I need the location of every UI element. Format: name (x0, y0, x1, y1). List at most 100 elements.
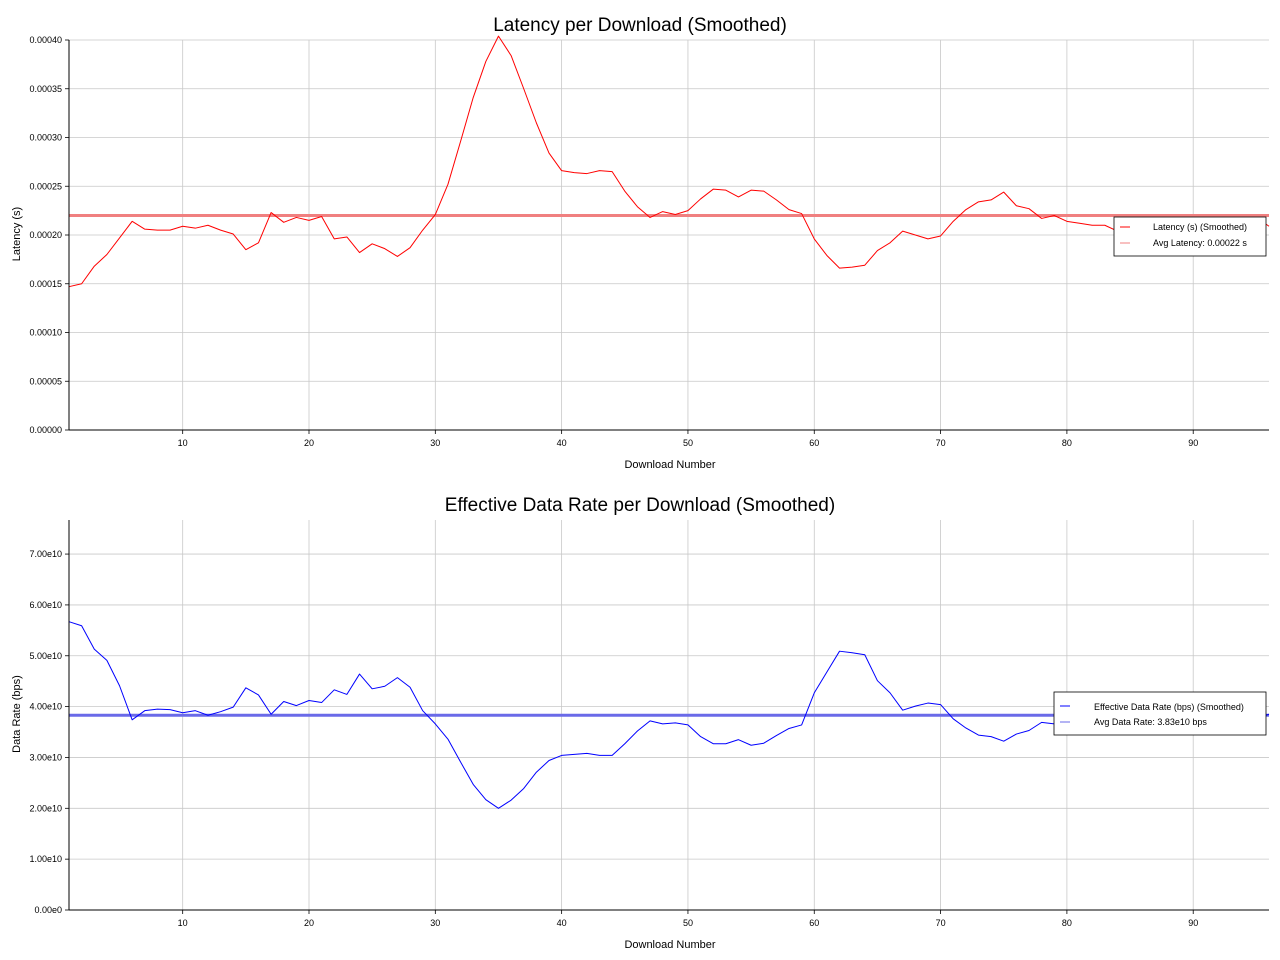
data-rate-data-point (574, 754, 575, 755)
data-rate-y-tick-label: 7.00e10 (29, 549, 62, 559)
latency-data-point (119, 237, 120, 238)
latency-x-tick-label: 70 (936, 438, 946, 448)
data-rate-data-point (94, 649, 95, 650)
data-rate-data-point (473, 784, 474, 785)
latency-data-point (182, 226, 183, 227)
latency-legend-box (1113, 216, 1267, 257)
latency-data-point (1268, 226, 1269, 227)
latency-y-tick-label: 0.00025 (29, 181, 62, 191)
latency-data-point (1066, 221, 1067, 222)
latency-data-point (245, 249, 246, 250)
data-rate-data-point (586, 753, 587, 754)
data-rate-data-point (81, 625, 82, 626)
data-rate-data-point (788, 728, 789, 729)
data-rate-data-point (220, 711, 221, 712)
latency-data-point (473, 97, 474, 98)
latency-data-point (447, 184, 448, 185)
latency-data-point (864, 265, 865, 266)
data-rate-data-point (649, 720, 650, 721)
data-rate-data-point (296, 705, 297, 706)
data-rate-data-point (902, 710, 903, 711)
latency-data-point (612, 171, 613, 172)
data-rate-data-point (195, 710, 196, 711)
data-rate-data-point (372, 688, 373, 689)
data-rate-data-point (346, 694, 347, 695)
latency-y-tick-label: 0.00010 (29, 328, 62, 338)
latency-data-point (409, 247, 410, 248)
latency-data-point (296, 217, 297, 218)
latency-data-point (157, 230, 158, 231)
latency-y-tick-label: 0.00020 (29, 230, 62, 240)
latency-legend: Latency (s) (Smoothed) Avg Latency: 0.00… (1113, 216, 1267, 257)
data-rate-x-tick-label: 10 (178, 918, 188, 928)
latency-data-point (1054, 215, 1055, 216)
data-rate-x-tick-label: 50 (683, 918, 693, 928)
data-rate-x-tick-label: 60 (809, 918, 819, 928)
data-rate-data-point (523, 788, 524, 789)
data-rate-data-point (864, 654, 865, 655)
data-rate-axes (68, 520, 1269, 911)
data-rate-y-tick-label: 0.00e0 (34, 905, 62, 915)
data-rate-data-point (447, 739, 448, 740)
data-rate-data-point (511, 800, 512, 801)
latency-data-point (763, 191, 764, 192)
data-rate-data-point (751, 745, 752, 746)
data-rate-data-point (953, 718, 954, 719)
data-rate-data-point (1016, 733, 1017, 734)
latency-data-point (662, 211, 663, 212)
data-rate-data-point (536, 772, 537, 773)
latency-y-tick-label: 0.00015 (29, 279, 62, 289)
latency-data-point (485, 61, 486, 62)
latency-data-point (991, 199, 992, 200)
latency-data-point (624, 191, 625, 192)
latency-x-tick-label: 50 (683, 438, 693, 448)
data-rate-data-point (271, 714, 272, 715)
data-rate-data-point (498, 808, 499, 809)
data-rate-data-point (106, 660, 107, 661)
latency-data-point (511, 55, 512, 56)
data-rate-data-point (965, 727, 966, 728)
data-rate-data-point (763, 743, 764, 744)
data-rate-data-point (700, 736, 701, 737)
data-rate-y-tick-label: 1.00e10 (29, 854, 62, 864)
data-rate-legend-average-label: Avg Data Rate: 3.83e10 bps (1094, 717, 1207, 727)
latency-data-point (195, 228, 196, 229)
data-rate-data-point (1268, 714, 1269, 715)
data-rate-y-axis-label: Data Rate (bps) (11, 675, 23, 753)
data-rate-data-point (826, 671, 827, 672)
latency-chart: Latency per Download (Smoothed) Download… (11, 15, 1270, 471)
data-rate-data-point (144, 710, 145, 711)
latency-data-point (637, 206, 638, 207)
latency-data-point (965, 209, 966, 210)
data-rate-data-point (675, 722, 676, 723)
data-rate-y-tick-label: 4.00e10 (29, 702, 62, 712)
data-rate-data-point (978, 734, 979, 735)
latency-grid (69, 39, 1269, 430)
latency-data-point (94, 266, 95, 267)
data-rate-data-point (308, 700, 309, 701)
data-rate-y-tick-label: 2.00e10 (29, 803, 62, 813)
data-rate-data-point (738, 739, 739, 740)
latency-data-point (927, 238, 928, 239)
latency-data-point (826, 255, 827, 256)
latency-data-point (687, 210, 688, 211)
latency-data-point (561, 170, 562, 171)
latency-data-point (788, 209, 789, 210)
data-rate-data-point (334, 689, 335, 690)
data-rate-data-point (283, 701, 284, 702)
latency-data-point (384, 248, 385, 249)
data-rate-legend-series-label: Effective Data Rate (bps) (Smoothed) (1094, 702, 1244, 712)
data-rate-data-point (725, 743, 726, 744)
latency-x-tick-label: 80 (1062, 438, 1072, 448)
latency-data-point (308, 220, 309, 221)
latency-data-point (81, 283, 82, 284)
data-rate-x-tick-label: 40 (557, 918, 567, 928)
latency-data-point (725, 190, 726, 191)
data-rate-data-point (397, 677, 398, 678)
data-rate-data-point (384, 686, 385, 687)
latency-x-tick-label: 60 (809, 438, 819, 448)
latency-data-point (586, 173, 587, 174)
data-rate-data-point (713, 743, 714, 744)
latency-data-point (877, 250, 878, 251)
latency-y-tick-label: 0.00035 (29, 84, 62, 94)
